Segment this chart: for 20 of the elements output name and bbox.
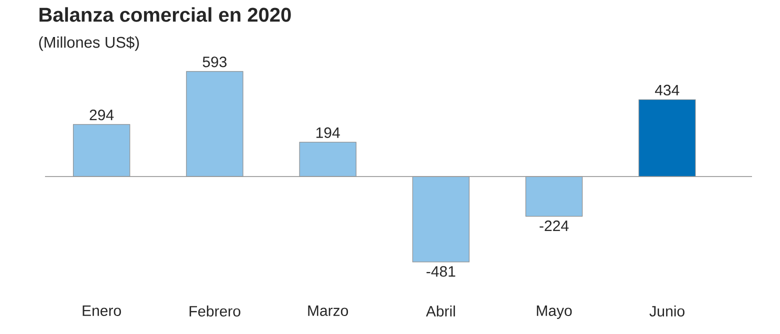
bar <box>412 176 470 262</box>
data-label: -481 <box>426 266 456 277</box>
data-label: -224 <box>540 220 569 231</box>
x-tick-label: Febrero <box>190 306 240 317</box>
x-tick-label: Enero <box>82 306 121 316</box>
data-label: 434 <box>654 84 680 96</box>
chart-title: Balanza comercial en 2020 <box>40 7 291 22</box>
data-label: 593 <box>202 56 227 68</box>
bar <box>186 71 244 177</box>
bar <box>525 176 583 217</box>
bar <box>299 142 356 177</box>
bar <box>72 124 130 177</box>
x-tick-label: Junio <box>649 306 684 317</box>
chart-subtitle: (Millones US$) <box>39 36 139 51</box>
x-tick-label: Abril <box>426 306 455 317</box>
bar <box>638 99 696 177</box>
x-tick-label: Mayo <box>536 306 572 319</box>
x-tick-label: Marzo <box>308 306 348 316</box>
data-label: 294 <box>90 110 114 120</box>
data-label: 194 <box>316 127 340 138</box>
